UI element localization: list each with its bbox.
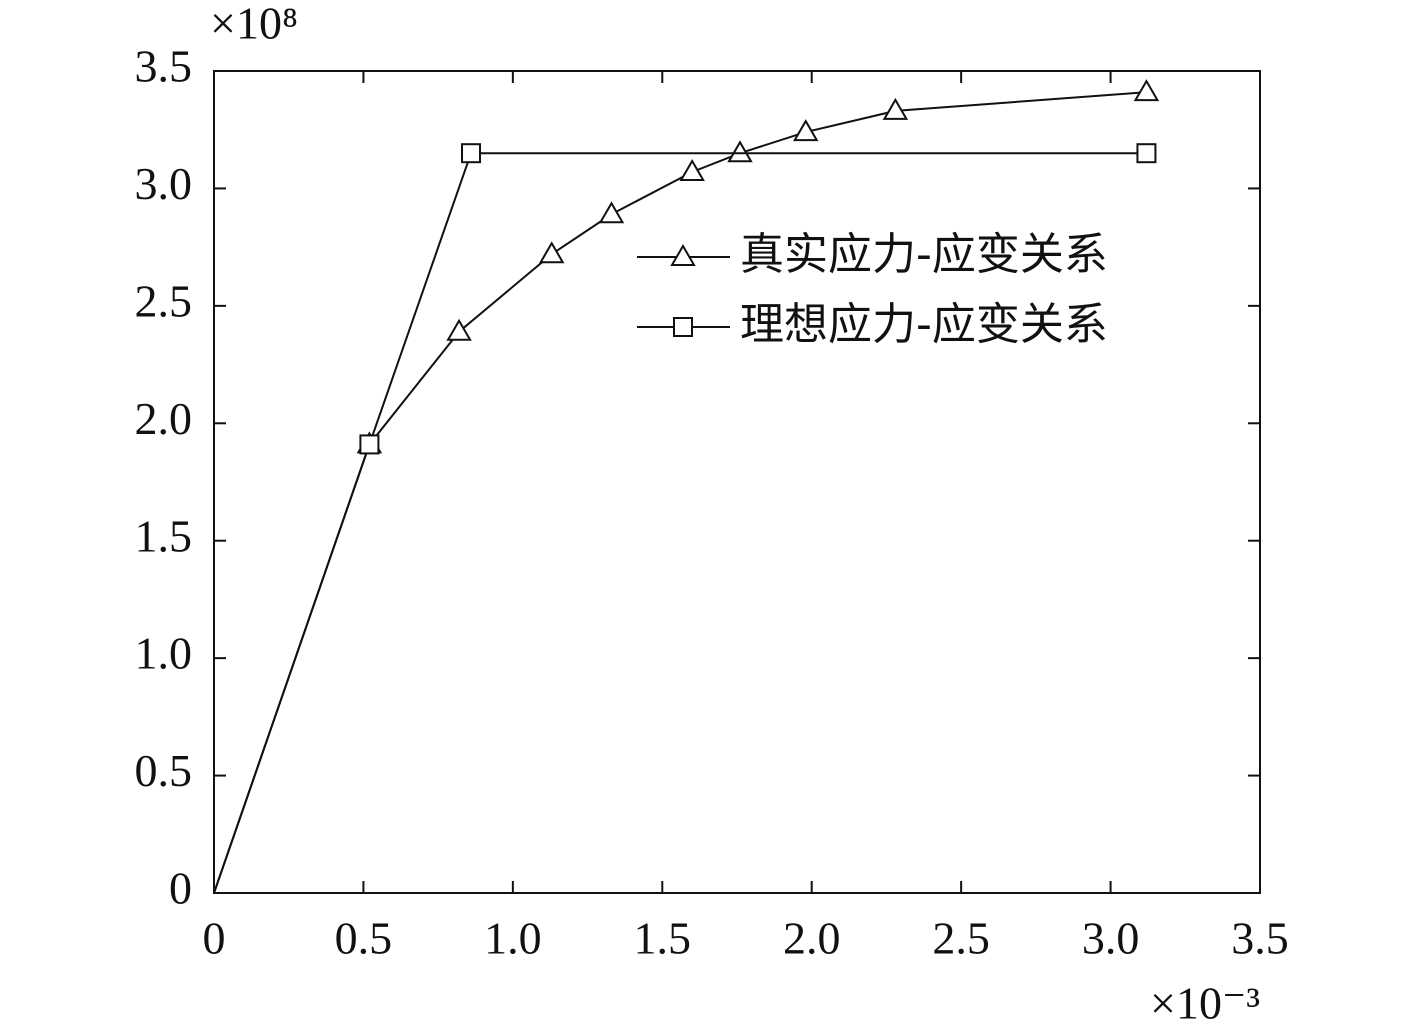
- point: [538, 241, 565, 264]
- point: [461, 143, 482, 164]
- y-tick-label: 0.5: [135, 745, 193, 796]
- point: [793, 119, 819, 142]
- x-tick-label: 0.5: [335, 913, 393, 964]
- plot-frame: [213, 70, 1261, 894]
- x-tick-label: 3.5: [1231, 913, 1289, 964]
- x-tick-label: 1.0: [484, 913, 542, 964]
- point: [1136, 143, 1157, 164]
- point: [1133, 79, 1160, 102]
- x-tick-label: 1.5: [634, 913, 692, 964]
- y-tick-label: 0: [169, 863, 192, 914]
- legend-marker: [670, 244, 696, 266]
- series-line: [213, 152, 1147, 894]
- y-scale-label: ×10⁸: [210, 0, 298, 49]
- legend-marker: [673, 317, 693, 337]
- legend-label: 真实应力-应变关系: [740, 229, 1108, 280]
- legend-label: 理想应力-应变关系: [740, 299, 1108, 350]
- point: [679, 158, 705, 181]
- point: [446, 318, 472, 341]
- point: [598, 201, 625, 224]
- y-tick-label: 2.5: [135, 275, 193, 326]
- y-tick-label: 1.0: [135, 628, 193, 679]
- point: [359, 434, 380, 455]
- x-tick-label: 2.5: [932, 913, 990, 964]
- x-tick-label: 0: [203, 913, 226, 964]
- series-line: [213, 91, 1147, 894]
- x-tick-label: 3.0: [1082, 913, 1140, 964]
- x-scale-label: ×10⁻³: [1150, 978, 1260, 1029]
- point: [727, 140, 753, 163]
- y-tick-label: 3.5: [135, 41, 193, 92]
- y-tick-label: 2.0: [135, 393, 193, 444]
- y-tick-label: 3.0: [135, 158, 193, 209]
- x-tick-label: 2.0: [783, 913, 841, 964]
- point: [882, 97, 909, 120]
- y-tick-label: 1.5: [135, 510, 193, 561]
